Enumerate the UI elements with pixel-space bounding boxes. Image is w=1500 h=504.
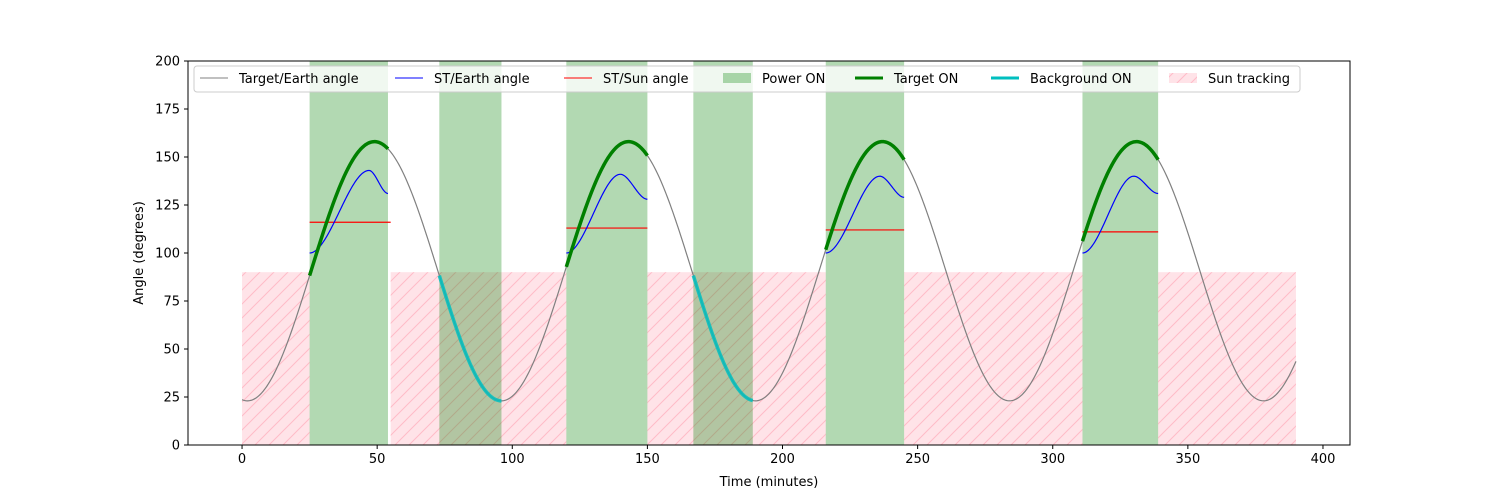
power-on-layer — [309, 61, 1159, 445]
power-on-band-2 — [566, 61, 648, 445]
target-on-segment-1 — [564, 139, 649, 268]
power-on-band-5 — [1082, 61, 1159, 445]
legend-label-background-on: Background ON — [1030, 72, 1132, 87]
y-tick-label-25: 25 — [163, 391, 180, 406]
target-on-segment-2 — [824, 139, 906, 251]
legend-label-st-sun-angle: ST/Sun angle — [603, 72, 689, 87]
target-on-segment-0 — [307, 139, 390, 277]
sun-tracking-hatch-1 — [390, 272, 567, 445]
st-earth-angle-segment-1 — [566, 173, 648, 254]
sun-tracking-hatch-2 — [647, 272, 826, 445]
x-tick-label-50: 50 — [369, 452, 386, 467]
x-tick-label-200: 200 — [770, 452, 795, 467]
y-tick-label-100: 100 — [155, 247, 180, 262]
y-tick-label-200: 200 — [155, 55, 180, 70]
legend-label-sun-tracking: Sun tracking — [1208, 72, 1290, 87]
legend-label-target-on: Target ON — [893, 72, 958, 87]
x-axis-label: Time (minutes) — [719, 475, 819, 490]
x-tick-label-400: 400 — [1311, 452, 1336, 467]
legend-hatch-sun-tracking — [1169, 73, 1197, 83]
legend-marker-power-on — [723, 73, 751, 83]
x-tick-label-250: 250 — [905, 452, 930, 467]
y-tick-label-150: 150 — [155, 151, 180, 166]
background-on-segment-1 — [691, 275, 754, 403]
st-earth-angle-segment-3 — [1082, 175, 1159, 254]
target-on-segment-3 — [1080, 139, 1160, 242]
legend-label-power-on: Power ON — [762, 72, 825, 87]
y-axis-label: Angle (degrees) — [132, 201, 147, 305]
x-tick-label-150: 150 — [635, 452, 660, 467]
axes-layer: 0 50 100 150 200 250 300 350 400 0 25 50 75 100 125 150… — [155, 55, 1351, 467]
x-tick-label-300: 300 — [1040, 452, 1065, 467]
y-tick-label-50: 50 — [163, 343, 180, 358]
st-earth-angle-segment-0 — [309, 169, 389, 254]
legend-box — [193, 65, 1301, 93]
x-tick-label-0: 0 — [238, 452, 246, 467]
y-tick-label-125: 125 — [155, 199, 180, 214]
series-layer — [241, 139, 1297, 403]
st-earth-angle-segment-2 — [825, 175, 905, 254]
power-on-band-1 — [439, 61, 502, 445]
y-tick-label-175: 175 — [155, 103, 180, 118]
y-tick-label-0: 0 — [172, 439, 180, 454]
sun-tracking-hatch-3 — [904, 272, 1083, 445]
legend-label-target-earth-angle: Target/Earth angle — [238, 72, 359, 87]
x-tick-label-350: 350 — [1175, 452, 1200, 467]
power-on-band-4 — [825, 61, 905, 445]
legend: Target/Earth angle ST/Earth angle ST/Sun a… — [193, 65, 1301, 93]
background-on-segment-0 — [437, 275, 502, 403]
power-on-band-0 — [309, 61, 388, 445]
x-tick-label-100: 100 — [500, 452, 525, 467]
y-tick-label-75: 75 — [163, 295, 180, 310]
sun-tracking-hatch-0 — [242, 272, 310, 445]
power-on-band-3 — [693, 61, 753, 445]
sun-tracking-hatch-4 — [1158, 272, 1296, 445]
sun-tracking-layer — [242, 272, 1296, 445]
legend-label-st-earth-angle: ST/Earth angle — [434, 72, 530, 87]
